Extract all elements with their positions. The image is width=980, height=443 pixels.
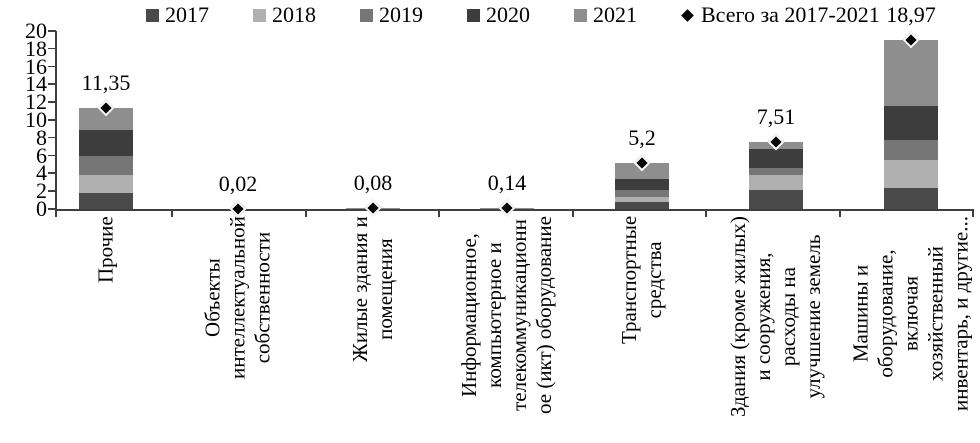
bar-segment-2018 [884, 159, 938, 188]
y-tick-label: 0 [36, 196, 47, 221]
total-value-label: 11,35 [81, 69, 131, 95]
y-tick-label: 8 [36, 124, 47, 150]
total-value-label: 0,02 [218, 170, 258, 196]
category-label: Транспортные средства [617, 215, 666, 344]
total-value-label: 5,2 [628, 124, 656, 150]
diamond-icon [681, 8, 694, 22]
y-tick [48, 190, 56, 192]
legend-item-2018: 2018 [253, 3, 316, 27]
category-label: Машины и оборудование, включая хозяйстве… [848, 216, 973, 411]
bar-segment-2019 [884, 139, 938, 160]
category-label: Жилые здания и помещения [348, 216, 397, 362]
y-tick-label: 16 [25, 53, 47, 79]
bar-segment-2018 [749, 174, 803, 190]
legend-item-total: Всего за 2017-2021 [681, 3, 880, 27]
bar-segment-2019 [749, 168, 803, 175]
y-tick [48, 208, 56, 210]
bar-segment-2017 [615, 202, 669, 209]
legend-swatch-icon [146, 8, 159, 22]
y-tick-label: 18 [25, 35, 47, 61]
y-tick-label: 12 [25, 89, 47, 115]
y-tick-label: 6 [36, 142, 47, 168]
legend-swatch-icon [253, 8, 266, 22]
bar-segment-2017 [79, 193, 133, 209]
category-label: Здания (кроме жилых) и сооружения, расхо… [726, 216, 825, 417]
total-value-label: 0,08 [353, 170, 393, 196]
bar-segment-2017 [884, 187, 938, 209]
y-tick [48, 136, 56, 139]
y-tick [48, 65, 56, 68]
legend-swatch-icon [467, 8, 480, 22]
bar-segment-2020 [79, 130, 133, 157]
x-tick [305, 210, 307, 217]
total-marker-diamond [364, 199, 382, 217]
category-label: Прочие [93, 216, 118, 283]
bar-segment-2021 [79, 107, 133, 131]
bar-segment-2017 [749, 189, 803, 209]
x-axis-line [55, 209, 974, 211]
legend-item-2019: 2019 [360, 3, 423, 27]
legend-label: 2018 [272, 2, 316, 27]
legend-label: Всего за 2017-2021 [701, 2, 880, 27]
legend-label: 2017 [165, 2, 209, 27]
legend-item-2021: 2021 [574, 3, 637, 27]
y-tick [48, 172, 56, 174]
bar-segment-2018 [615, 196, 669, 203]
y-tick-label: 14 [25, 71, 47, 97]
bar-segment-2020 [615, 178, 669, 190]
y-axis-line [55, 31, 57, 211]
x-tick [55, 210, 57, 217]
legend-item-2020: 2020 [467, 3, 530, 27]
y-tick [48, 101, 56, 103]
x-tick [972, 210, 974, 217]
y-tick [48, 119, 56, 121]
bar-segment-2019 [79, 156, 133, 175]
bar-segment-2019 [615, 189, 669, 197]
y-tick-label: 4 [36, 160, 47, 186]
total-value-label: 18,97 [886, 2, 936, 28]
chart-legend: 2017 2018 2019 2020 2021 Всего за 2017-2021 [146, 2, 880, 28]
legend-label: 2021 [593, 2, 637, 27]
y-tick-label: 2 [36, 178, 47, 204]
x-tick [705, 210, 707, 217]
bar-segment-2018 [79, 175, 133, 194]
total-value-label: 0,14 [487, 169, 527, 195]
x-tick [572, 210, 574, 217]
legend-label: 2020 [486, 2, 530, 27]
legend-swatch-icon [574, 8, 587, 22]
legend-label: 2019 [379, 2, 423, 27]
x-tick [839, 210, 841, 217]
category-label: Информационное, компьютерное и телекомму… [457, 216, 556, 414]
bar-segment-2020 [884, 105, 938, 140]
total-marker-diamond [229, 200, 247, 218]
y-tick-label: 20 [25, 18, 47, 43]
bar-segment-2021 [884, 40, 938, 106]
y-tick [48, 154, 56, 157]
legend-item-2017: 2017 [146, 3, 209, 27]
y-tick [48, 83, 56, 85]
x-tick [438, 210, 440, 217]
y-tick-label: 10 [25, 107, 47, 132]
y-tick [48, 30, 56, 32]
total-value-label: 7,51 [756, 104, 796, 130]
category-label: Объекты интеллектуальной собственности [200, 216, 275, 379]
total-marker-diamond [498, 199, 516, 217]
x-tick [171, 210, 173, 217]
legend-swatch-icon [360, 8, 373, 22]
y-tick [48, 47, 56, 50]
bar-segment-2020 [749, 149, 803, 169]
